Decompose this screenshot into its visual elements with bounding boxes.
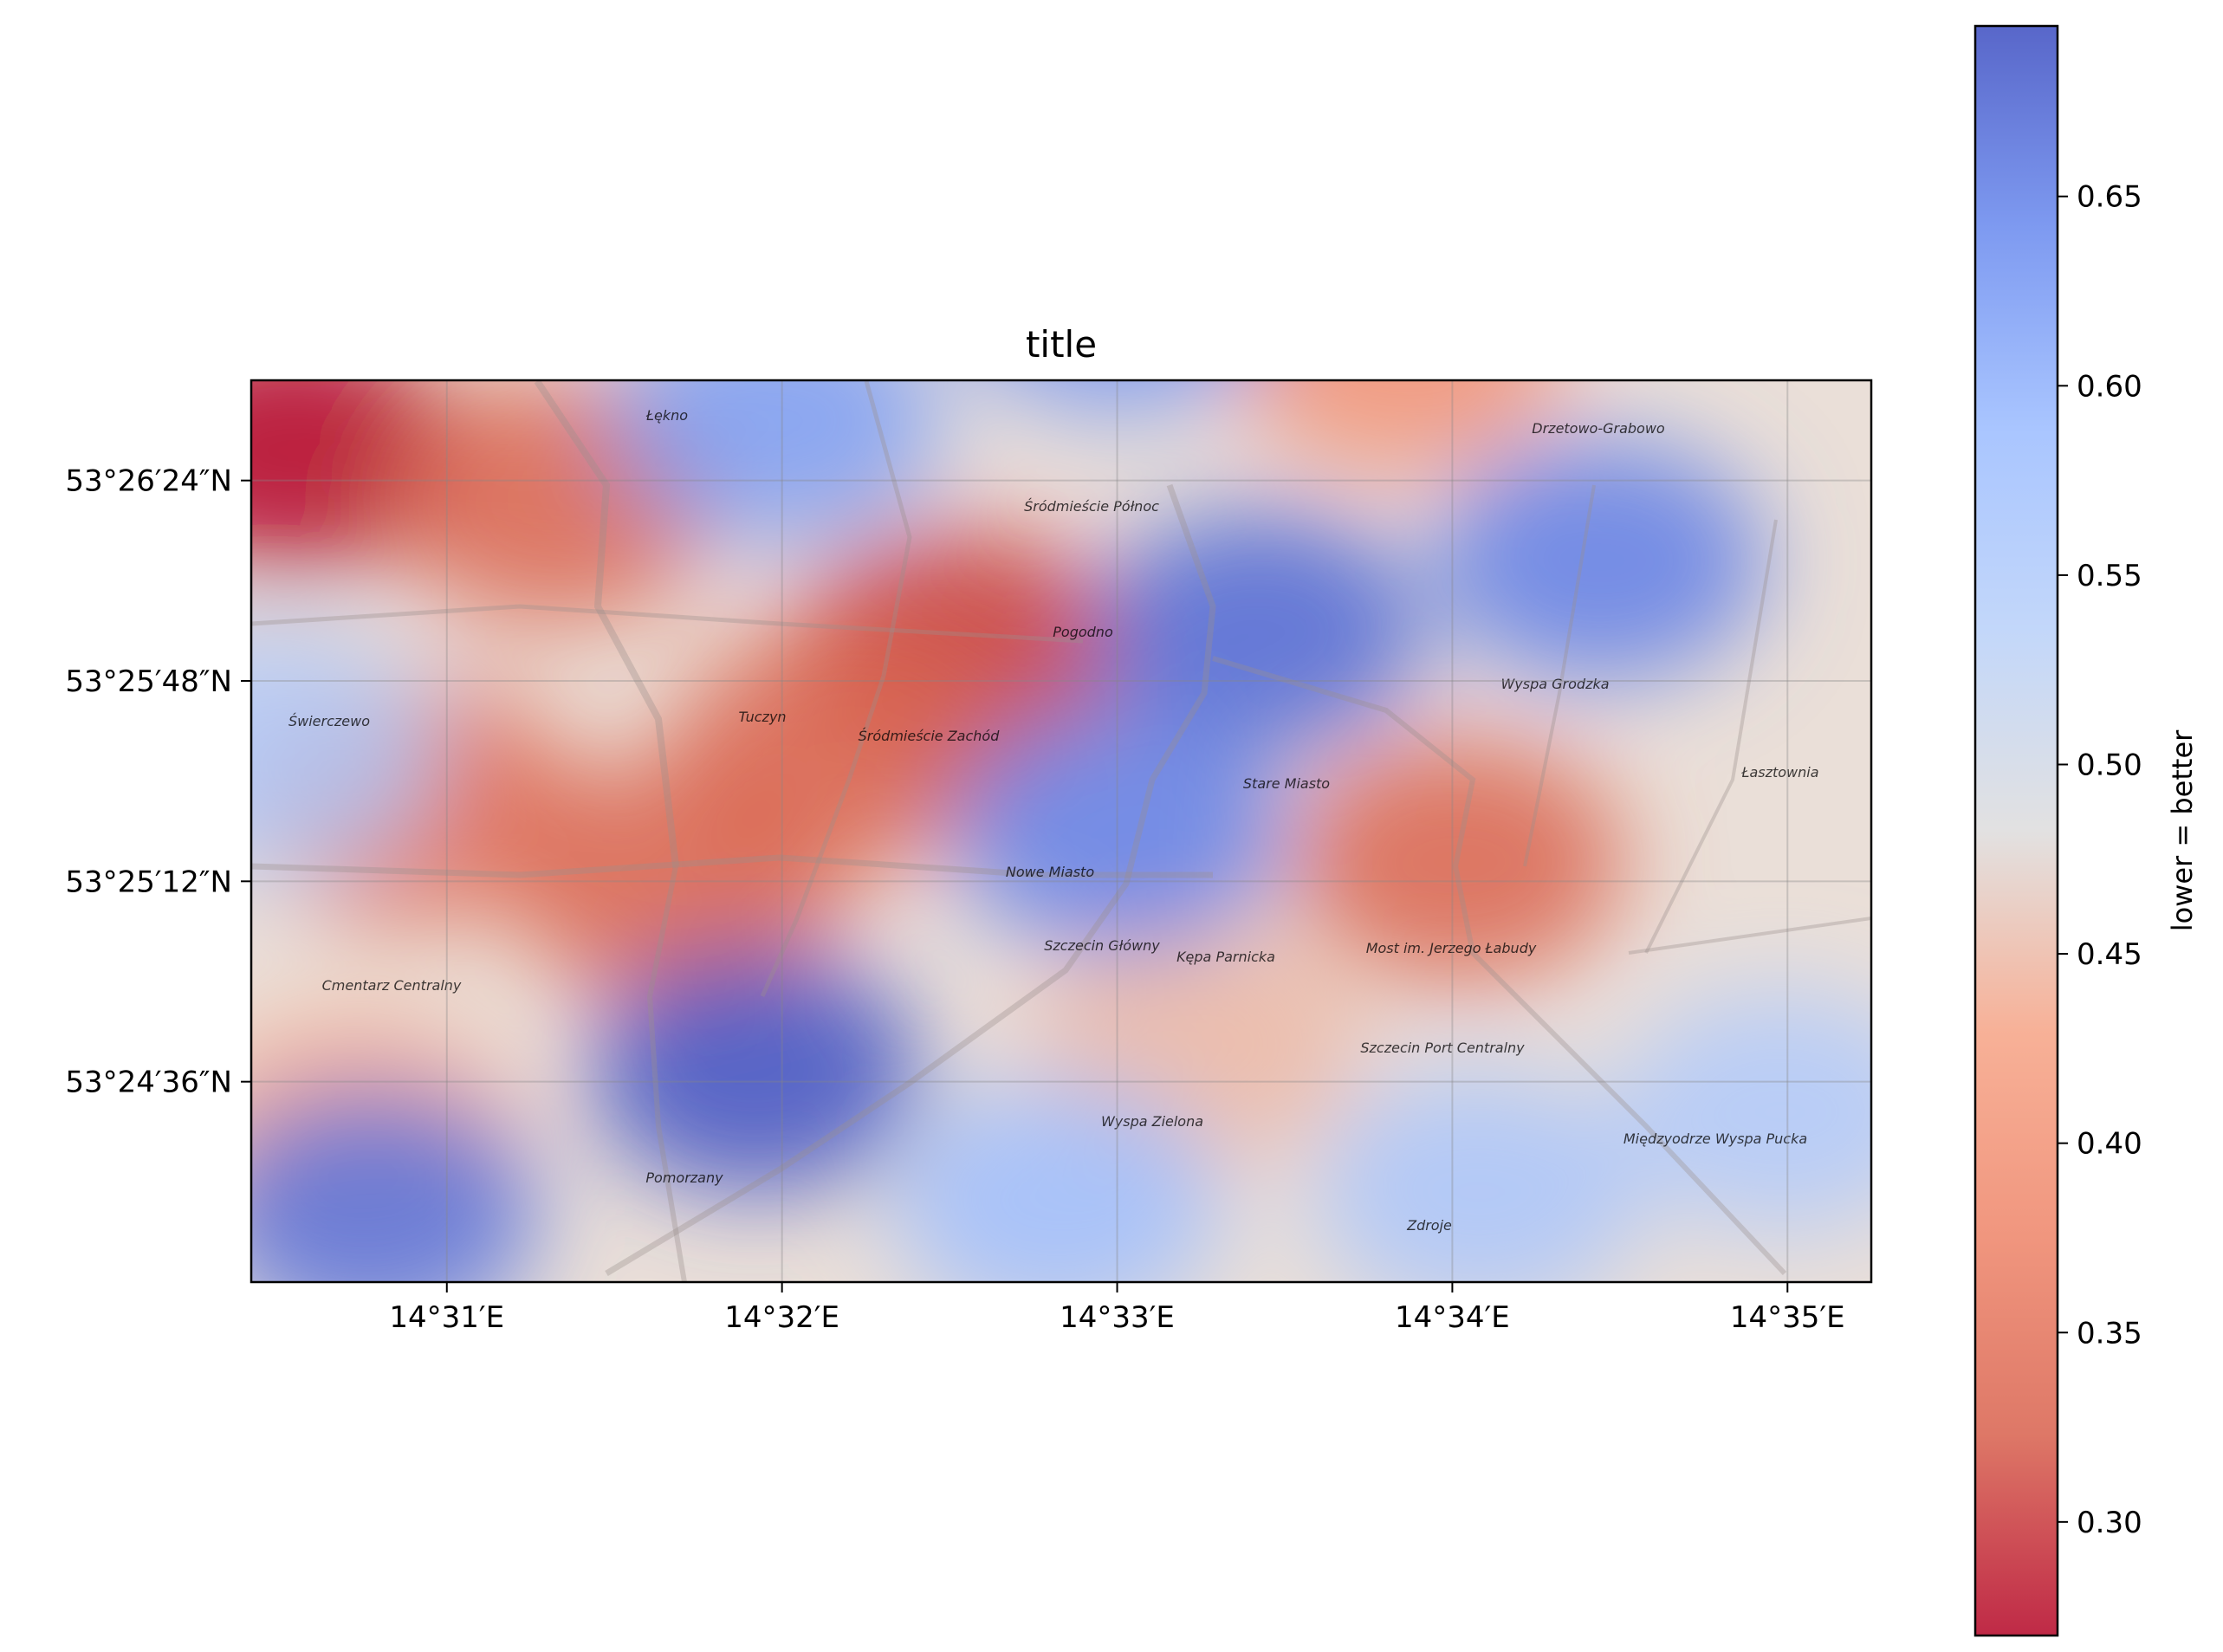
colorbar-ticks: 0.30 0.35 0.40 0.45 0.50 0.55 0.60 0.65 (2058, 180, 2142, 1540)
heat-cell (1314, 1070, 1644, 1282)
basemap-labels: Łękno Drzetowo-Grabowo Śródmieście Półno… (288, 407, 1819, 1234)
colorbar-frame (1973, 24, 2059, 1637)
map-label: Międzyodrze Wyspa Pucka (1624, 1130, 1807, 1147)
y-tick-label: 53°25′12″N (65, 865, 232, 899)
map-label: Śródmieście Zachód (859, 728, 1001, 744)
heat-cell (509, 760, 839, 1003)
colorbar-tick-label: 0.40 (2077, 1127, 2142, 1162)
heat-cell (1093, 509, 1423, 753)
heat-cell (891, 1080, 1222, 1282)
map-label: Pogodno (1053, 624, 1113, 640)
y-tick-label: 53°25′48″N (65, 664, 232, 699)
plot-frame (250, 379, 1873, 1284)
basemap-roads (251, 380, 1871, 1282)
colorbar-tick-label: 0.35 (2077, 1316, 2142, 1351)
x-tick-label: 14°35′E (1730, 1300, 1845, 1335)
heat-cell (251, 630, 437, 872)
heat-cell (251, 1091, 538, 1282)
x-tick-label: 14°32′E (724, 1300, 839, 1335)
map-label: Tuczyn (738, 709, 786, 725)
map-label: Śródmieście Północ (1024, 498, 1159, 515)
y-axis: 53°26′24″N 53°25′48″N 53°25′12″N 53°24′36″N (65, 464, 251, 1100)
map-label: Łasztownia (1740, 764, 1818, 781)
x-tick-label: 14°33′E (1060, 1300, 1175, 1335)
map-label: Szczecin Port Centralny (1360, 1040, 1525, 1056)
map-label: Most im. Jerzego Łabudy (1366, 940, 1537, 956)
colorbar-tick-label: 0.65 (2077, 180, 2142, 215)
colorbar-tick-label: 0.60 (2077, 369, 2142, 404)
map-label: Łękno (645, 407, 688, 424)
map-label: Stare Miasto (1243, 775, 1330, 792)
heat-cell (1616, 990, 1871, 1234)
heat-layer (251, 380, 1871, 1282)
heat-cell (610, 380, 940, 542)
heat-cell (1239, 380, 1559, 472)
map-label: Pomorzany (645, 1169, 723, 1186)
x-tick-label: 14°31′E (389, 1300, 504, 1335)
map-label: Drzetowo-Grabowo (1532, 420, 1665, 437)
map-label: Nowe Miasto (1006, 864, 1094, 880)
y-tick-label: 53°26′24″N (65, 464, 232, 499)
colorbar-tick-label: 0.30 (2077, 1506, 2142, 1540)
heat-cell (590, 950, 920, 1194)
map-label: Wyspa Grodzka (1500, 676, 1609, 692)
map-plot-area[interactable]: Łękno Drzetowo-Grabowo Śródmieście Półno… (108, 169, 1946, 1333)
heat-cell (1007, 380, 1228, 411)
colorbar (1975, 26, 2058, 1636)
heat-cell (1435, 439, 1765, 683)
grid-lines (251, 380, 1871, 1282)
map-label: Wyspa Zielona (1101, 1113, 1203, 1130)
colorbar-tick-label: 0.55 (2077, 559, 2142, 593)
x-axis: 14°31′E 14°32′E 14°33′E 14°34′E 14°35′E (389, 1282, 1845, 1335)
plot-title: title (1026, 323, 1097, 366)
x-tick-label: 14°34′E (1395, 1300, 1510, 1335)
map-label: Świerczewo (288, 713, 370, 729)
colorbar-tick-label: 0.45 (2077, 937, 2142, 972)
heat-cell (1294, 740, 1624, 983)
map-label: Cmentarz Centralny (322, 977, 462, 994)
map-label: Szczecin Główny (1044, 937, 1160, 954)
heat-cell (952, 709, 1282, 953)
map-label: Kępa Parnicka (1176, 949, 1275, 965)
colorbar-label: lower = better (2166, 729, 2199, 931)
y-tick-label: 53°24′36″N (65, 1066, 232, 1100)
colorbar-tick-label: 0.50 (2077, 748, 2142, 782)
map-label: Zdroje (1406, 1217, 1452, 1234)
